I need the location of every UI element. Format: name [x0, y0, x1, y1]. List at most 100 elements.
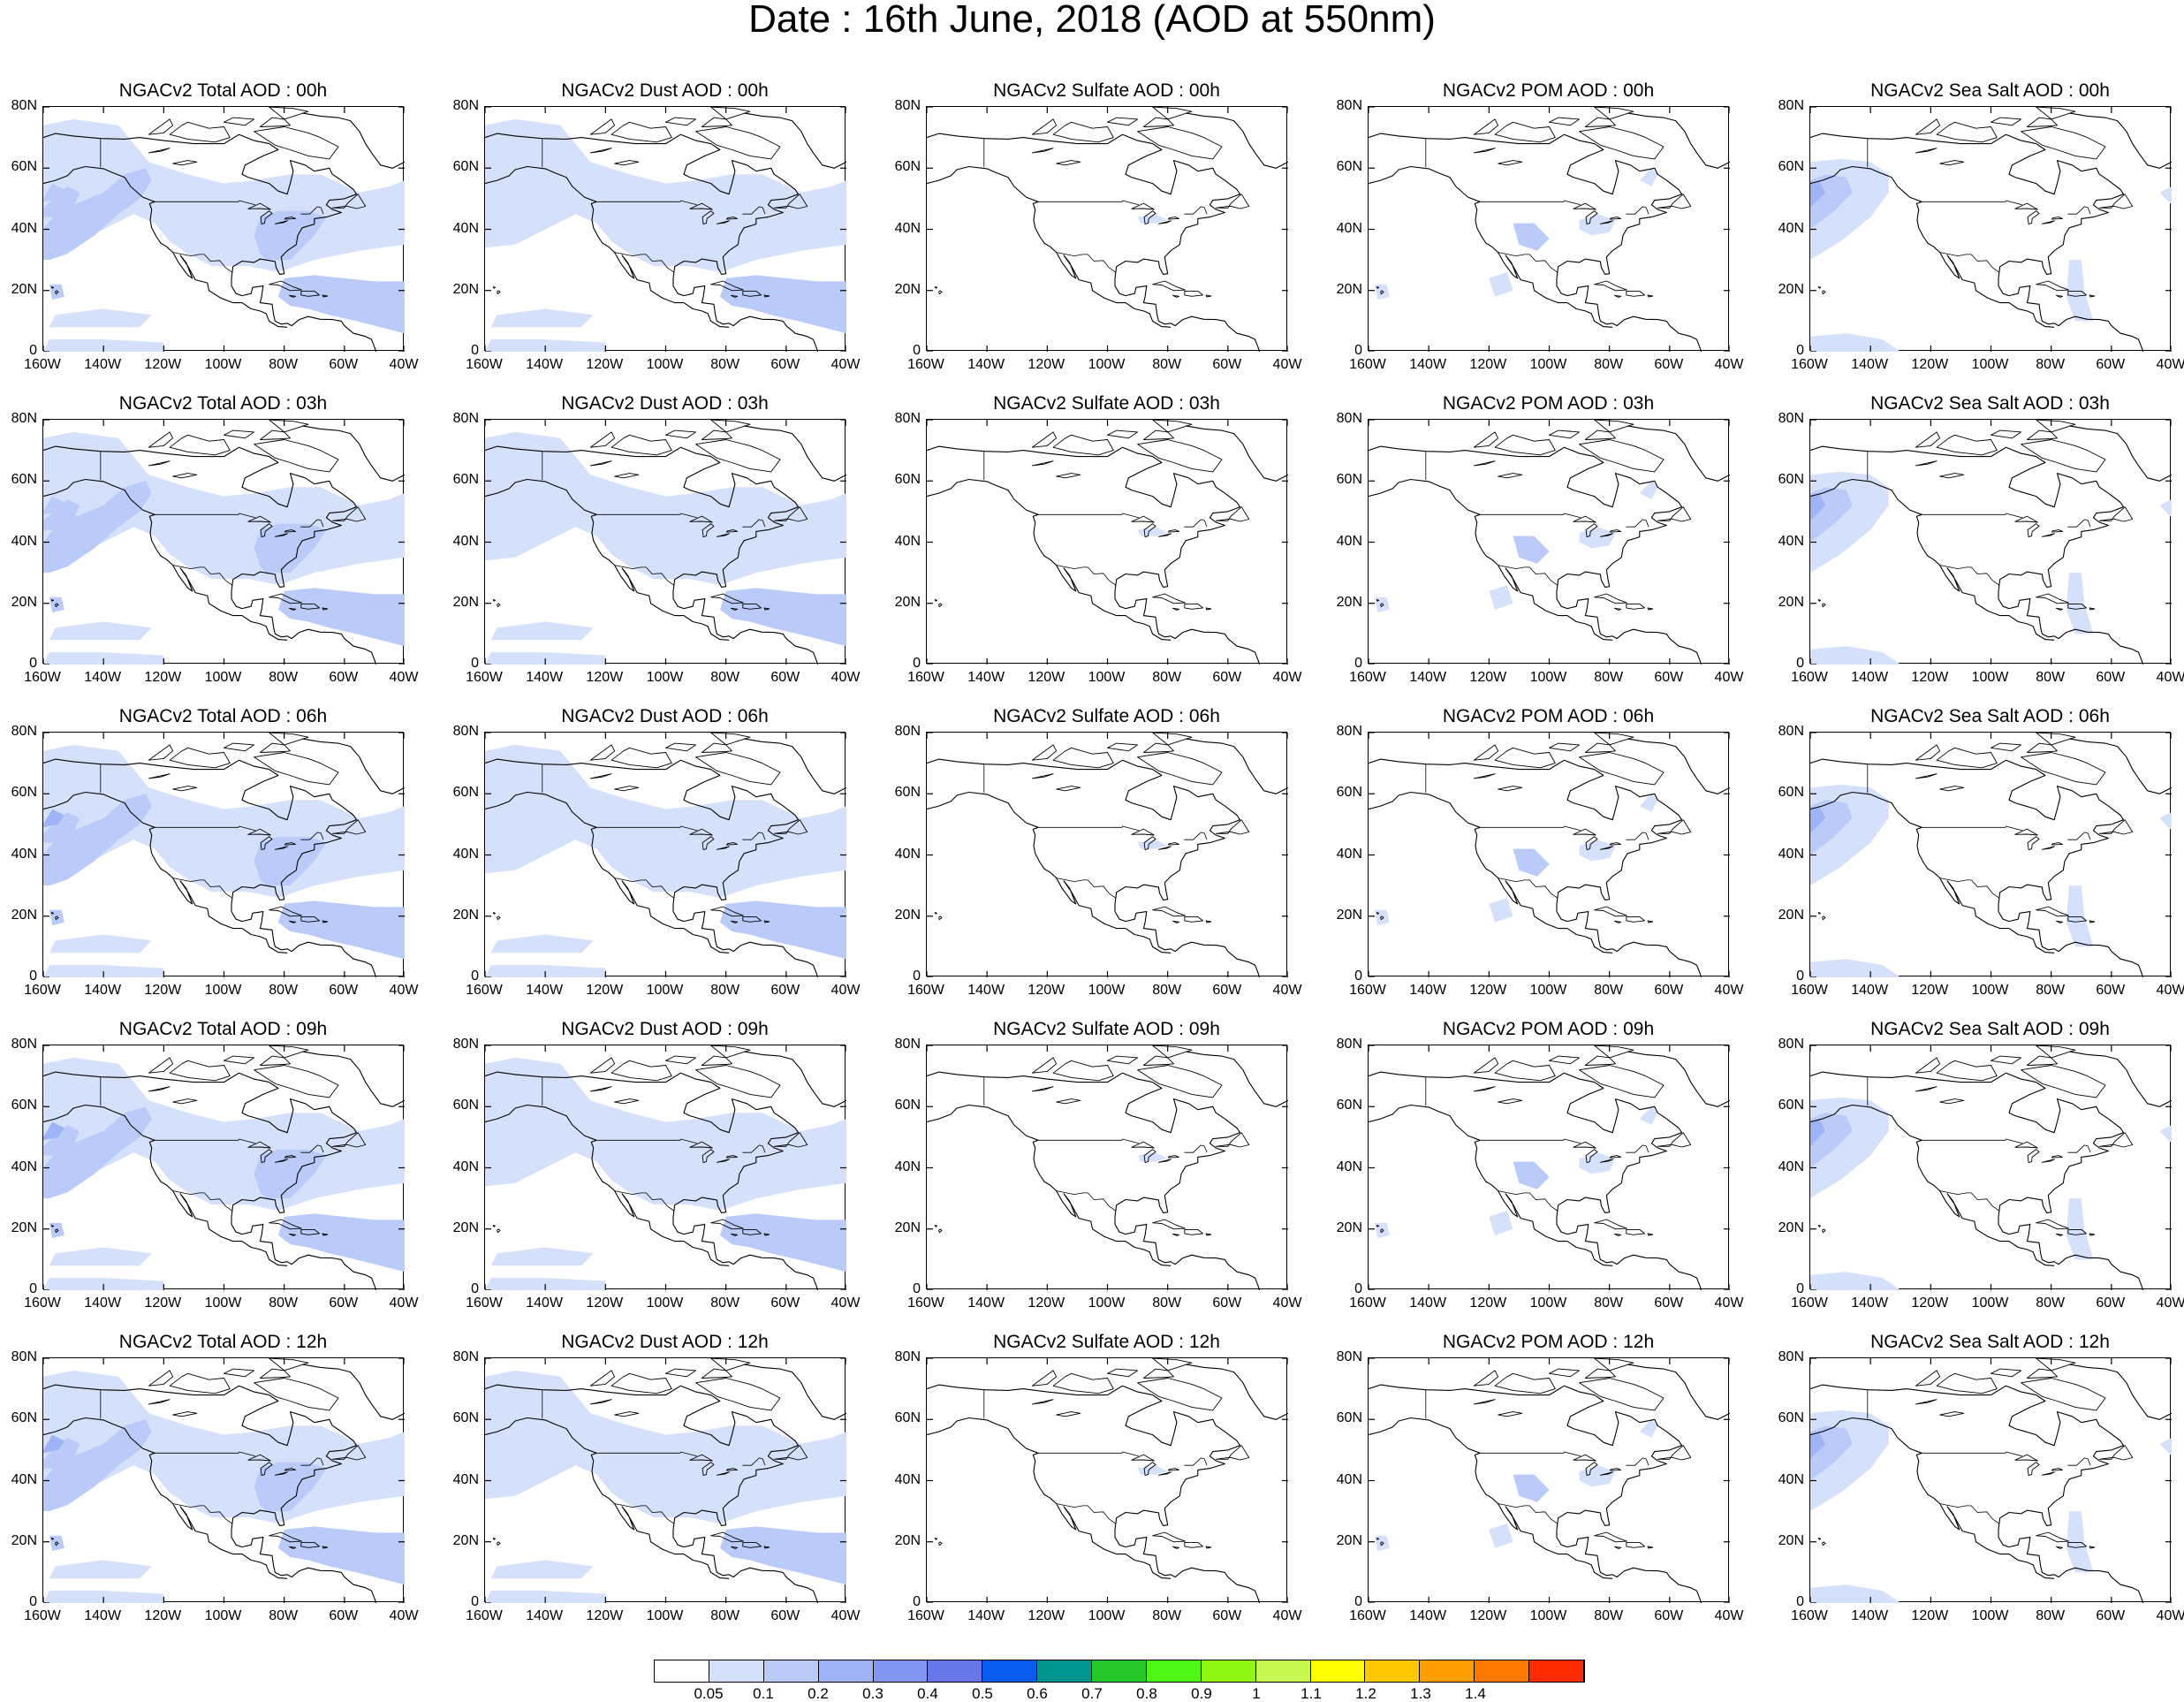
island-outline: [1031, 744, 1058, 761]
island-outline: [1594, 280, 1627, 292]
aod-field: [2159, 186, 2172, 205]
lat-label: 20N: [1336, 281, 1362, 297]
lon-label: 80W: [1594, 357, 1624, 372]
border-line: [614, 1190, 675, 1212]
island-outline: [589, 431, 616, 448]
map-panel: [42, 419, 405, 665]
island-outline: [610, 747, 672, 769]
lat-label: 20N: [11, 281, 37, 297]
lake-outline: [1915, 1086, 1938, 1092]
island-outline: [259, 1368, 291, 1379]
aod-field: [49, 621, 152, 641]
island-outline: [763, 1546, 770, 1549]
lake-outline: [1056, 1411, 1081, 1417]
island-outline: [254, 126, 339, 160]
colorbar-swatch: [1475, 1660, 1529, 1682]
aod-field: [1810, 493, 1825, 521]
border-line: [1626, 1457, 1649, 1466]
island-outline: [1822, 1541, 1826, 1546]
island-outline: [710, 1531, 744, 1543]
lon-label: 40W: [389, 1608, 419, 1623]
island-outline: [742, 290, 762, 297]
lon-label: 100W: [1088, 1295, 1126, 1311]
island-outline: [763, 607, 770, 611]
lat-label: 40N: [452, 846, 479, 862]
lake-outline: [1939, 160, 1965, 166]
lon-label: 80W: [1594, 1295, 1624, 1311]
lon-label: 40W: [2156, 357, 2184, 372]
island-outline: [1215, 194, 1250, 209]
island-outline: [1647, 1233, 1654, 1236]
lon-label: 140W: [84, 670, 122, 685]
island-outline: [492, 599, 497, 602]
lat-label: 40N: [1778, 220, 1804, 236]
island-outline: [710, 280, 744, 292]
island-outline: [1215, 1445, 1250, 1461]
island-outline: [331, 1132, 367, 1148]
lake-outline: [1131, 515, 1155, 523]
lon-label: 60W: [329, 357, 359, 372]
lon-label: 160W: [1791, 1295, 1828, 1311]
border-line: [2067, 1457, 2091, 1466]
map-svg: [927, 733, 1288, 977]
aod-field: [43, 1106, 152, 1199]
map-panel: [42, 1045, 405, 1290]
island-outline: [934, 599, 938, 602]
lon-label: 60W: [1212, 1608, 1242, 1623]
aod-field: [43, 1419, 152, 1512]
island-outline: [50, 912, 55, 915]
island-outline: [289, 294, 297, 298]
island-outline: [2089, 1233, 2096, 1236]
lake-outline: [1599, 846, 1613, 850]
border-line: [1626, 832, 1649, 840]
aod-field: [2066, 260, 2094, 322]
island-outline: [1172, 920, 1180, 923]
lat-label: 80N: [894, 1037, 921, 1052]
coastline: [1186, 1051, 1288, 1107]
map-panel: [1368, 732, 1730, 977]
island-outline: [269, 1045, 309, 1059]
lon-label: 140W: [1409, 670, 1447, 685]
lake-outline: [2027, 1149, 2040, 1164]
island-outline: [2026, 429, 2058, 440]
island-outline: [589, 1057, 616, 1074]
lat-label: 20N: [1778, 281, 1804, 297]
island-outline: [1142, 429, 1174, 440]
aod-field: [485, 118, 846, 272]
lon-label: 120W: [144, 1608, 182, 1623]
lat-label: 20N: [11, 907, 37, 923]
island-outline: [148, 1370, 174, 1387]
lake-outline: [148, 773, 171, 779]
island-outline: [224, 117, 255, 126]
island-outline: [1579, 752, 1665, 786]
island-outline: [224, 1055, 255, 1065]
island-outline: [50, 286, 55, 289]
island-outline: [269, 280, 302, 292]
island-outline: [1991, 1368, 2022, 1378]
colorbar-swatch: [1146, 1660, 1202, 1682]
island-outline: [1205, 294, 1212, 298]
coastline: [1810, 1071, 2144, 1290]
lake-outline: [1473, 1086, 1496, 1092]
island-outline: [224, 1368, 255, 1378]
island-outline: [1936, 1372, 1998, 1394]
island-outline: [1376, 1538, 1380, 1540]
island-outline: [710, 1358, 751, 1371]
island-outline: [701, 429, 732, 440]
border-line: [300, 519, 324, 528]
island-outline: [665, 429, 697, 439]
panel-title: NGACv2 Sulfate AOD : 12h: [993, 1332, 1220, 1352]
island-outline: [269, 107, 309, 120]
island-outline: [1494, 121, 1556, 143]
island-outline: [1647, 1546, 1654, 1549]
coastline: [485, 445, 819, 665]
colorbar-label: 0.1: [753, 1685, 774, 1702]
lat-label: 0: [913, 1281, 921, 1296]
lat-label: 40N: [894, 846, 921, 862]
colorbar-label: 1.4: [1465, 1685, 1486, 1702]
aod-field: [2159, 812, 2172, 831]
island-outline: [2089, 607, 2096, 611]
panel-title: NGACv2 Total AOD : 06h: [118, 706, 328, 726]
colorbar-swatch: [1365, 1660, 1421, 1682]
panel-title: NGACv2 Total AOD : 09h: [118, 1019, 328, 1039]
